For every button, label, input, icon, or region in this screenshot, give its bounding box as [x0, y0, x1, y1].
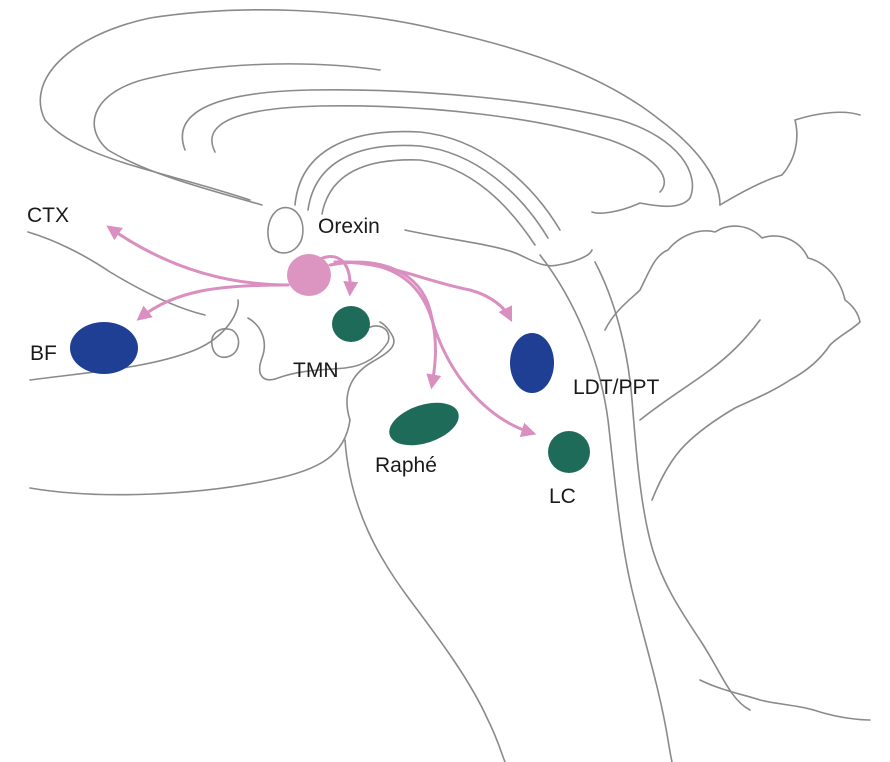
orexin-projections [106, 225, 537, 438]
cortex-inner-outline [93, 63, 381, 206]
nuclei [70, 254, 590, 473]
frontal-base-outline [27, 231, 206, 316]
brainstem-front-outline [346, 321, 395, 421]
cortex-outer-outline [39, 9, 721, 206]
tmn-nucleus [332, 306, 370, 342]
ldt-ppt-nucleus [510, 333, 554, 393]
label-raphe: Raphé [375, 454, 437, 477]
arrow-to-bf [136, 283, 287, 321]
label-ldt-ppt: LDT/PPT [573, 376, 660, 399]
label-ctx: CTX [27, 204, 69, 227]
fornix-arc-3 [321, 159, 536, 246]
label-tmn: TMN [293, 359, 339, 382]
spinal-back-outline [699, 679, 871, 721]
optic-chiasm-outline [211, 328, 240, 359]
arrow-to-ctx [106, 225, 290, 287]
brainstem-back-outline [539, 254, 673, 762]
fornix-arc-2 [307, 144, 549, 239]
lc-nucleus [548, 431, 590, 473]
label-lc: LC [549, 485, 576, 508]
hypothalamus-pituitary-outline [247, 317, 390, 381]
arrow-to-ldt-ppt [333, 260, 513, 323]
brain-outline [27, 9, 871, 762]
cerebellum-inner-folia [639, 319, 761, 421]
corpus-callosum-outer [181, 88, 694, 214]
label-bf: BF [30, 342, 57, 365]
raphe-nucleus [389, 402, 459, 446]
orbital-outline [29, 299, 239, 381]
midbrain-outline [404, 229, 593, 267]
bf-nucleus [70, 322, 138, 374]
occipital-outline [719, 111, 861, 206]
temporal-outline [29, 419, 351, 496]
cerebellum-outline [604, 225, 861, 501]
fornix-arc-1 [294, 130, 561, 231]
labels: Orexin CTX BF TMN Raphé LDT/PPT LC [27, 204, 660, 508]
fourth-ventricle-outline [594, 261, 751, 711]
anterior-commissure-outline [267, 206, 304, 254]
corpus-callosum-inner [211, 105, 666, 193]
label-orexin: Orexin [318, 215, 380, 238]
orexin-nucleus [287, 254, 331, 296]
pons-medulla-front-outline [344, 439, 506, 762]
